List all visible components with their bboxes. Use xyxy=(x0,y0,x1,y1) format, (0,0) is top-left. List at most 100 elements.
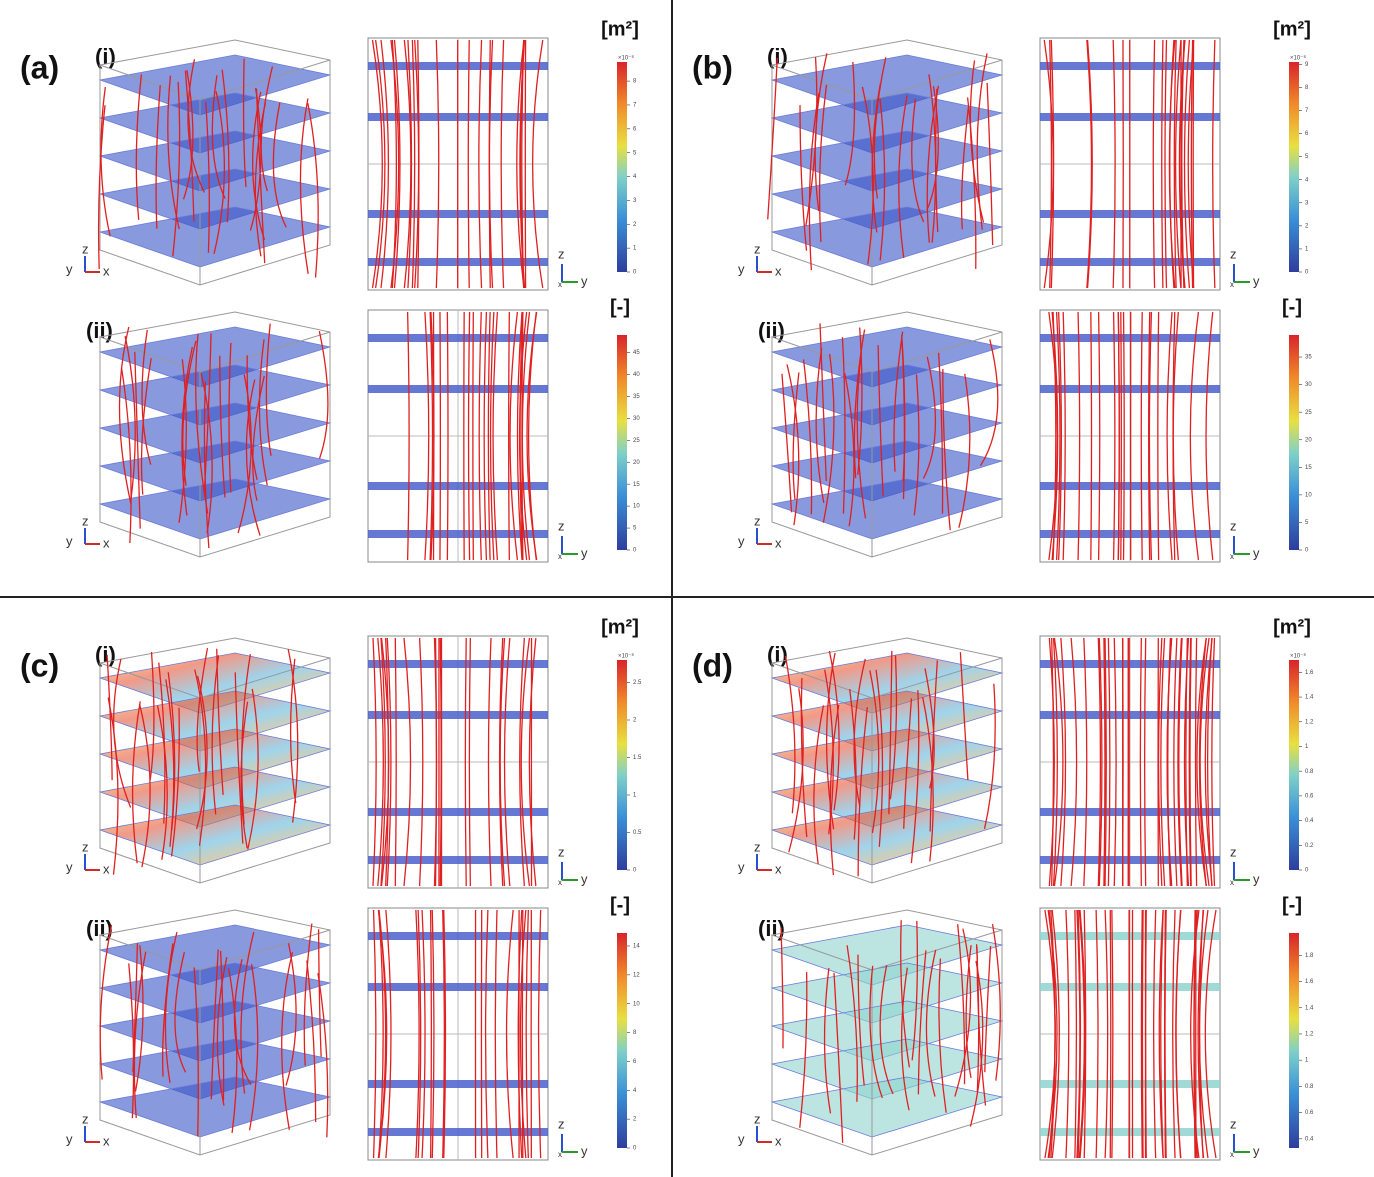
row: (i)yzxzxy[m²]×10⁻⁸00.20.40.60.811.21.41.… xyxy=(738,616,1314,888)
colorbar-tick-label: 30 xyxy=(1305,382,1312,388)
colorbar-tick-label: 1.4 xyxy=(1305,695,1314,701)
colorbar xyxy=(1289,335,1299,550)
axis-label: x xyxy=(558,552,562,561)
axis-label: z xyxy=(82,513,89,528)
axis-label: y xyxy=(738,1131,745,1146)
exponent-label: ×10⁻⁸ xyxy=(618,55,634,62)
colorbar-tick-label: 1 xyxy=(1305,247,1309,253)
colorbar-tick-label: 2 xyxy=(633,222,637,228)
axis-label: z xyxy=(754,839,761,854)
colorbar-tick-label: 1 xyxy=(1305,744,1309,750)
colorbar-tick-label: 0 xyxy=(633,868,637,874)
colorbar-tick-label: 1 xyxy=(1305,1058,1309,1064)
axis-label: y xyxy=(66,533,73,548)
streamline xyxy=(1124,312,1125,560)
streamline xyxy=(1142,910,1143,1158)
colorbar-tick-label: 0 xyxy=(633,270,637,276)
unit-label: [-] xyxy=(1282,296,1302,318)
band xyxy=(1040,385,1220,393)
colorbar-tick-label: 14 xyxy=(633,944,640,950)
sub-label: (ii) xyxy=(758,318,785,343)
axis-label: x xyxy=(558,878,562,887)
axis-label: z xyxy=(558,246,565,261)
colorbar-tick-label: 35 xyxy=(1305,355,1312,361)
axis-label: x xyxy=(775,861,782,876)
row: (ii)yzxzxy[-]0.40.60.811.21.41.61.8 xyxy=(738,894,1314,1160)
colorbar-tick-label: 0.6 xyxy=(1305,1110,1314,1116)
row: (ii)yzxzxy[-]05101520253035 xyxy=(738,296,1312,562)
streamline xyxy=(985,684,996,829)
colorbar-tick-label: 1.6 xyxy=(1305,670,1314,676)
colorbar-tick-label: 40 xyxy=(633,372,640,378)
panel: (c)(i)yzxzxy[m²]×10⁻⁸00.511.522.5(ii)yzx… xyxy=(20,616,642,1160)
colorbar-tick-label: 1 xyxy=(633,246,637,252)
colorbar xyxy=(1289,933,1299,1148)
colorbar-tick-label: 20 xyxy=(1305,437,1312,443)
exponent-label: ×10⁻⁸ xyxy=(618,653,634,660)
axis-label: x xyxy=(775,1133,782,1148)
colorbar-tick-label: 6 xyxy=(633,1059,637,1065)
streamline xyxy=(509,312,510,560)
colorbar-tick-label: 4 xyxy=(1305,177,1309,183)
unit-label: [-] xyxy=(610,894,630,916)
colorbar-tick-label: 45 xyxy=(633,350,640,356)
colorbar xyxy=(1289,62,1299,272)
slice-plane xyxy=(100,207,330,267)
axis-label: z xyxy=(558,844,565,859)
figure: (a)(i)yzxzxy[m²]×10⁻⁸012345678(ii)yzxzxy… xyxy=(0,0,1374,1177)
axis-label: y xyxy=(581,545,588,560)
colorbar-tick-label: 20 xyxy=(633,460,640,466)
axis-label: x xyxy=(558,1150,562,1159)
axis-label: x xyxy=(775,263,782,278)
colorbar-tick-label: 0 xyxy=(1305,270,1309,276)
colorbar-tick-label: 6 xyxy=(1305,131,1309,137)
axis-label: y xyxy=(66,1131,73,1146)
colorbar-tick-label: 0 xyxy=(633,1146,637,1152)
streamline xyxy=(431,910,432,1158)
axis-label: z xyxy=(558,518,565,533)
colorbar-tick-label: 25 xyxy=(1305,410,1312,416)
colorbar-tick-label: 0 xyxy=(633,548,637,554)
exponent-label: ×10⁻⁸ xyxy=(1290,55,1306,62)
unit-label: [m²] xyxy=(1273,616,1311,638)
unit-label: [m²] xyxy=(1273,18,1311,40)
panel-label: (b) xyxy=(692,49,733,85)
axis-label: y xyxy=(581,1143,588,1158)
colorbar-tick-label: 5 xyxy=(633,150,637,156)
colorbar-tick-label: 1.2 xyxy=(1305,719,1314,725)
axis-label: x xyxy=(1230,280,1234,289)
sub-label: (i) xyxy=(767,642,788,667)
axis-label: y xyxy=(66,859,73,874)
band xyxy=(1040,856,1220,864)
colorbar-tick-label: 3 xyxy=(1305,200,1309,206)
axis-label: x xyxy=(558,280,562,289)
axis-label: x xyxy=(1230,552,1234,561)
row: (ii)yzxzxy[-]051015202530354045 xyxy=(66,296,640,562)
band xyxy=(1040,711,1220,719)
colorbar-tick-label: 6 xyxy=(633,126,637,132)
unit-label: [m²] xyxy=(601,616,639,638)
axis-label: y xyxy=(1253,1143,1260,1158)
sub-label: (ii) xyxy=(86,318,113,343)
colorbar-tick-label: 12 xyxy=(633,972,640,978)
band xyxy=(1040,983,1220,991)
streamline xyxy=(981,339,998,465)
streamline xyxy=(985,946,991,1072)
axis-label: y xyxy=(1253,545,1260,560)
colorbar-tick-label: 9 xyxy=(1305,62,1309,68)
colorbar-tick-label: 5 xyxy=(1305,154,1309,160)
panel-label: (c) xyxy=(20,647,59,683)
axis-label: z xyxy=(82,1111,89,1126)
colorbar-tick-label: 10 xyxy=(1305,492,1312,498)
streamline xyxy=(1091,312,1092,560)
streamline xyxy=(447,312,448,560)
axis-label: y xyxy=(581,273,588,288)
axis-label: x xyxy=(1230,1150,1234,1159)
colorbar-tick-label: 2 xyxy=(1305,223,1309,229)
colorbar-tick-label: 1.5 xyxy=(633,755,642,761)
streamline xyxy=(987,83,993,245)
slice-plane xyxy=(772,207,1002,267)
colorbar-tick-label: 5 xyxy=(1305,520,1309,526)
colorbar-tick-label: 35 xyxy=(633,394,640,400)
axis-label: x xyxy=(1230,878,1234,887)
